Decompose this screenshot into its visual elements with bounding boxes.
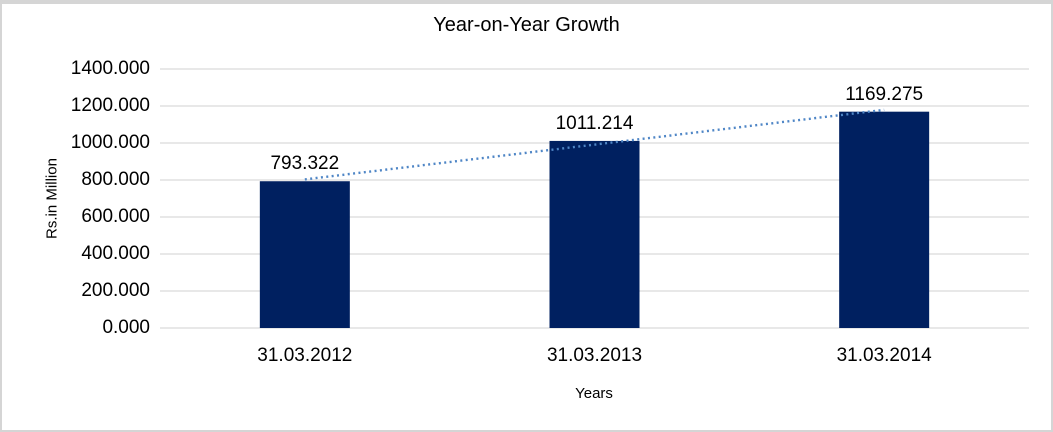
y-tick-label: 1200.000 bbox=[70, 95, 150, 116]
x-category-label: 31.03.2013 bbox=[546, 345, 643, 366]
y-tick-label: 400.000 bbox=[81, 243, 150, 264]
x-category-label: 31.03.2014 bbox=[836, 345, 932, 366]
trendline bbox=[304, 108, 885, 181]
y-tick-label: 800.000 bbox=[81, 169, 150, 190]
y-tick-label: 200.000 bbox=[81, 280, 150, 301]
data-label: 1011.214 bbox=[555, 112, 634, 134]
y-tick-label: 1000.000 bbox=[70, 132, 150, 153]
y-tick-label: 600.000 bbox=[81, 206, 150, 227]
y-tick-label: 1400.000 bbox=[70, 58, 150, 79]
y-tick-label: 0.000 bbox=[102, 317, 150, 338]
chart-title: Year-on-Year Growth bbox=[433, 14, 620, 36]
data-label: 1169.275 bbox=[845, 83, 924, 105]
x-axis-title: Years bbox=[575, 385, 613, 402]
data-label: 793.322 bbox=[270, 153, 340, 175]
bar bbox=[259, 181, 350, 328]
x-category-label: 31.03.2012 bbox=[257, 345, 353, 366]
bar bbox=[839, 111, 930, 328]
bar bbox=[549, 140, 640, 328]
